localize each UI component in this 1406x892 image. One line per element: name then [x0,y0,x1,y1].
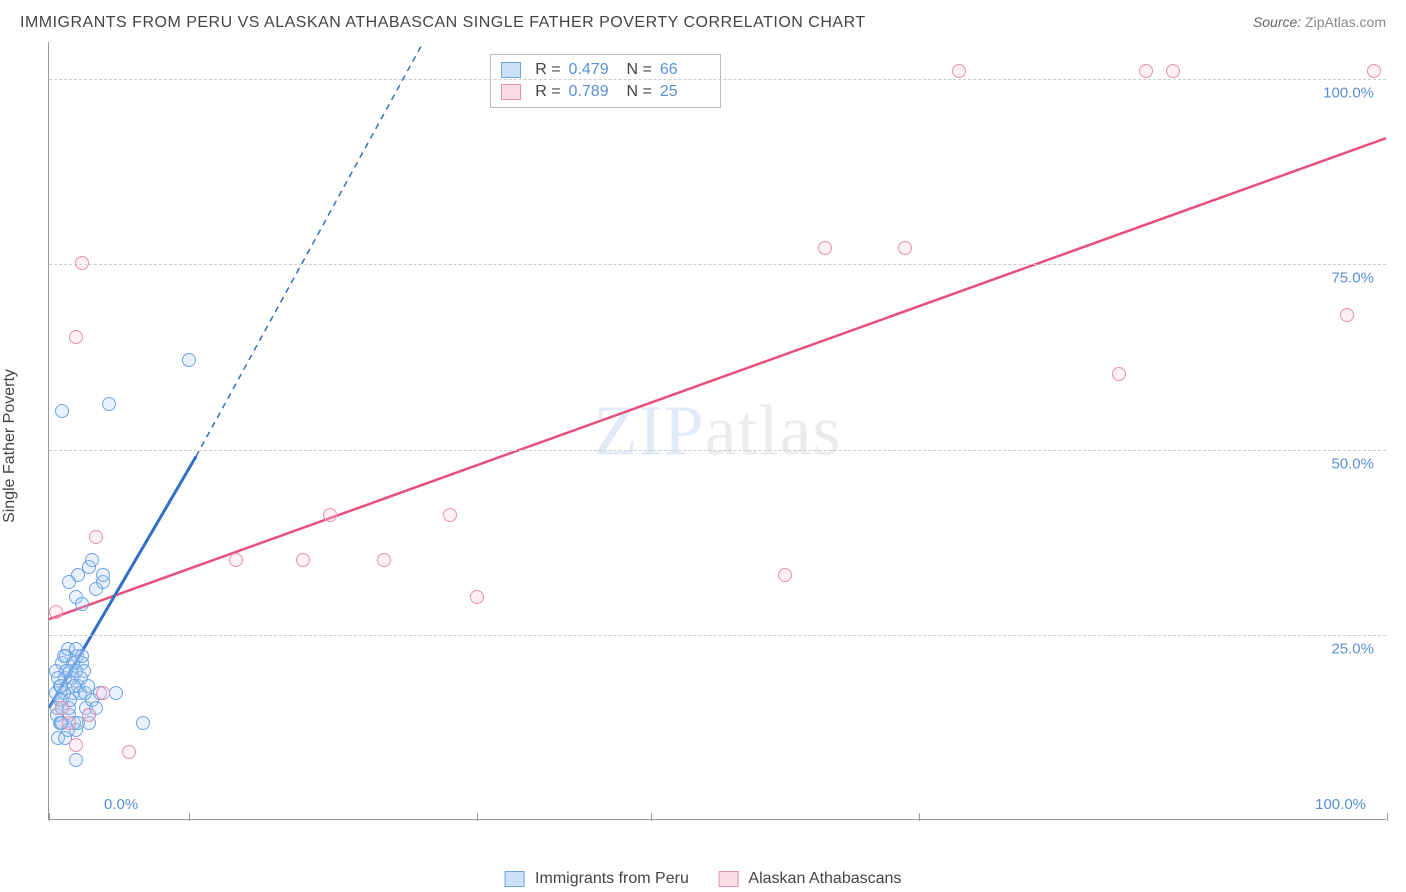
point-peru [182,353,196,367]
point-athabascan [89,530,103,544]
point-athabascan [49,605,63,619]
point-athabascan [898,241,912,255]
x-tick-min: 0.0% [104,796,138,813]
point-athabascan [122,745,136,759]
point-athabascan [470,590,484,604]
correlation-legend: R = 0.479 N = 66 R = 0.789 N = 25 [490,54,721,108]
n-label: N = [627,83,652,101]
source-attribution: Source: ZipAtlas.com [1253,14,1386,30]
n-value-peru: 66 [660,61,710,79]
trendline-peru-extrapolated [196,42,423,456]
point-athabascan [1139,64,1153,78]
point-athabascan [69,738,83,752]
point-athabascan [75,256,89,270]
point-peru [57,649,71,663]
swatch-athabascan [719,871,739,887]
swatch-athabascan [501,84,521,100]
n-label: N = [627,61,652,79]
r-label: R = [535,61,560,79]
gridline-horizontal [49,79,1386,80]
point-peru [96,568,110,582]
point-athabascan [62,716,76,730]
point-peru [51,671,65,685]
point-peru [109,686,123,700]
point-peru [136,716,150,730]
point-athabascan [296,553,310,567]
r-value-peru: 0.479 [569,61,619,79]
gridline-horizontal [49,450,1386,451]
point-athabascan [69,330,83,344]
point-peru [102,397,116,411]
x-tick [477,813,478,821]
gridline-horizontal [49,635,1386,636]
x-tick [49,813,50,821]
n-value-athabascan: 25 [660,83,710,101]
point-peru [71,568,85,582]
point-athabascan [377,553,391,567]
point-athabascan [778,568,792,582]
source-value: ZipAtlas.com [1305,14,1386,30]
point-athabascan [55,701,69,715]
y-tick-label: 50.0% [1331,455,1374,472]
point-peru [69,664,83,678]
legend-stat-row-peru: R = 0.479 N = 66 [501,59,710,81]
y-tick-label: 100.0% [1323,85,1374,102]
series-legend: Immigrants from Peru Alaskan Athabascans [505,870,902,888]
watermark: ZIPatlas [594,389,842,472]
trend-lines-layer [49,42,1386,819]
y-axis-label: Single Father Poverty [1,369,19,523]
x-tick [651,813,652,821]
legend-label-athabascan: Alaskan Athabascans [748,870,901,887]
point-athabascan [1367,64,1381,78]
point-athabascan [1166,64,1180,78]
swatch-peru [505,871,525,887]
source-label: Source: [1253,14,1301,30]
x-tick [1387,813,1388,821]
x-tick-max: 100.0% [1315,796,1366,813]
point-athabascan [96,686,110,700]
r-label: R = [535,83,560,101]
point-athabascan [1340,308,1354,322]
scatter-plot: ZIPatlas R = 0.479 N = 66 R = 0.789 N = 25 0.0%… [48,42,1386,820]
y-tick-label: 25.0% [1331,640,1374,657]
point-athabascan [818,241,832,255]
point-peru [75,649,89,663]
chart-container: IMMIGRANTS FROM PERU VS ALASKAN ATHABASC… [0,0,1406,892]
point-athabascan [229,553,243,567]
legend-item-athabascan: Alaskan Athabascans [719,870,902,888]
point-athabascan [82,708,96,722]
point-athabascan [323,508,337,522]
r-value-athabascan: 0.789 [569,83,619,101]
point-athabascan [1112,367,1126,381]
point-peru [69,753,83,767]
legend-label-peru: Immigrants from Peru [535,870,689,887]
legend-item-peru: Immigrants from Peru [505,870,689,888]
point-athabascan [443,508,457,522]
watermark-zip: ZIP [594,390,705,470]
gridline-horizontal [49,264,1386,265]
x-tick [189,813,190,821]
trendline-athabascan [49,138,1386,619]
legend-stat-row-athabascan: R = 0.789 N = 25 [501,81,710,103]
point-peru [75,597,89,611]
point-peru [67,679,81,693]
y-tick-label: 75.0% [1331,270,1374,287]
point-athabascan [952,64,966,78]
x-tick [919,813,920,821]
swatch-peru [501,62,521,78]
chart-title: IMMIGRANTS FROM PERU VS ALASKAN ATHABASC… [20,14,866,32]
point-peru [55,404,69,418]
point-peru [85,553,99,567]
watermark-atlas: atlas [705,390,842,470]
